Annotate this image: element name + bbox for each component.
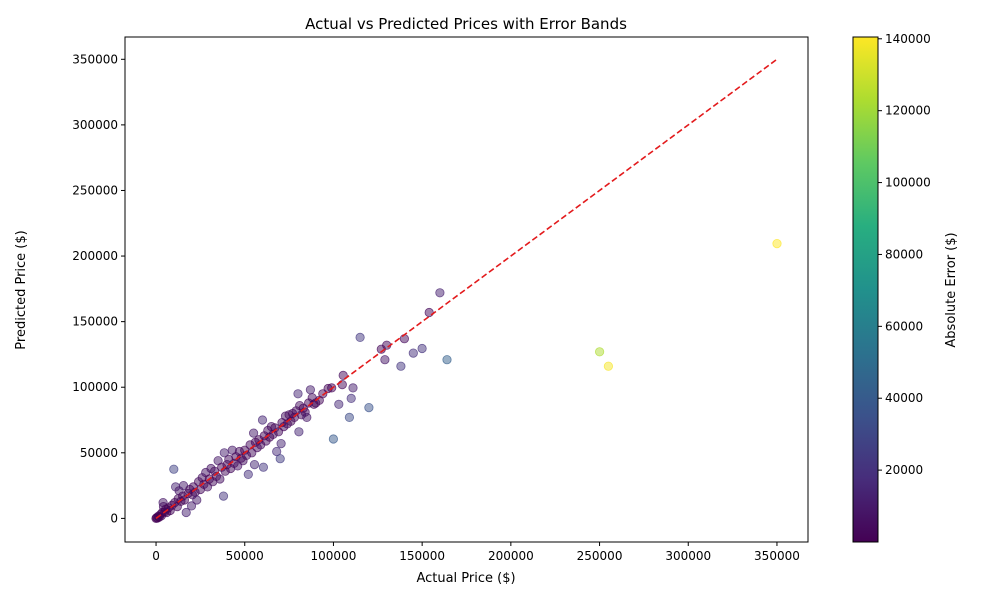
scatter-point [396,361,406,371]
scatter-point [380,355,390,365]
scatter-point [334,399,344,409]
scatter-point [275,454,285,464]
scatter-point [169,464,179,474]
x-tick-label: 150000 [399,549,445,563]
colorbar [852,36,879,543]
colorbar-tick-label: 80000 [885,247,923,261]
scatter-point [192,495,202,505]
scatter-point [219,448,229,458]
y-tick-label: 250000 [72,183,118,197]
colorbar-tick-label: 140000 [885,32,931,46]
scatter-point [294,427,304,437]
scatter-point [346,393,356,403]
scatter-point [344,412,354,422]
y-tick-label: 100000 [72,380,118,394]
x-tick-label: 300000 [665,549,711,563]
colorbar-tick-label: 120000 [885,104,931,118]
scatter-point [355,332,365,342]
y-tick-label: 50000 [80,446,118,460]
x-tick-label: 0 [152,549,160,563]
scatter-point [435,288,445,298]
y-tick-label: 200000 [72,249,118,263]
scatter-point [181,507,191,518]
scatter-point [772,239,782,249]
x-axis-ticks: 0 50000 100000 150000 200000 250000 300000 3500… [152,542,800,563]
scatter-point [258,462,268,472]
scatter-point [249,428,259,438]
scatter-point [272,446,282,457]
x-tick-label: 250000 [577,549,623,563]
scatter-point [249,459,260,470]
reference-line [155,58,778,520]
y-axis-ticks: 0 50000 100000 150000 200000 250000 300000 3500… [72,52,125,525]
scatter-point [257,415,268,425]
y-tick-label: 300000 [72,118,118,132]
plot-frame [124,36,809,543]
colorbar-tick-label: 100000 [885,176,931,190]
colorbar-tick-label: 40000 [885,391,923,405]
chart-title: Actual vs Predicted Prices with Error Ba… [305,15,627,33]
y-axis-label: Predicted Price ($) [14,230,29,349]
colorbar-ticks: 20000 40000 60000 80000 100000 120000 140000 [878,32,931,477]
colorbar-label: Absolute Error ($) [944,232,959,347]
scatter-point [424,307,434,318]
scatter-point [417,343,427,354]
y-tick-label: 150000 [72,315,118,329]
scatter-point [276,438,286,449]
colorbar-tick-label: 60000 [885,319,923,333]
y-tick-label: 0 [110,511,118,525]
scatter-point [243,469,253,479]
scatter-point [305,385,315,395]
x-tick-label: 350000 [754,549,800,563]
scatter-point [293,389,303,399]
y-tick-label: 350000 [72,52,118,66]
scatter-point [328,434,338,444]
points-layer [151,239,782,524]
scatter-point [302,412,312,422]
scatter-point [218,491,229,501]
scatter-point [215,474,225,484]
scatter-point [442,355,452,365]
scatter-point [364,402,374,413]
x-tick-label: 200000 [488,549,534,563]
scatter-point [603,361,614,371]
x-tick-label: 100000 [311,549,357,563]
scatter-point [594,347,605,357]
scatter-point [337,379,347,390]
colorbar-tick-label: 20000 [885,463,923,477]
x-tick-label: 50000 [226,549,264,563]
scatter-point [186,501,197,511]
scatter-point [399,334,409,344]
x-axis-label: Actual Price ($) [416,571,515,586]
scatter-point [408,348,418,358]
scatter-point [348,383,358,393]
